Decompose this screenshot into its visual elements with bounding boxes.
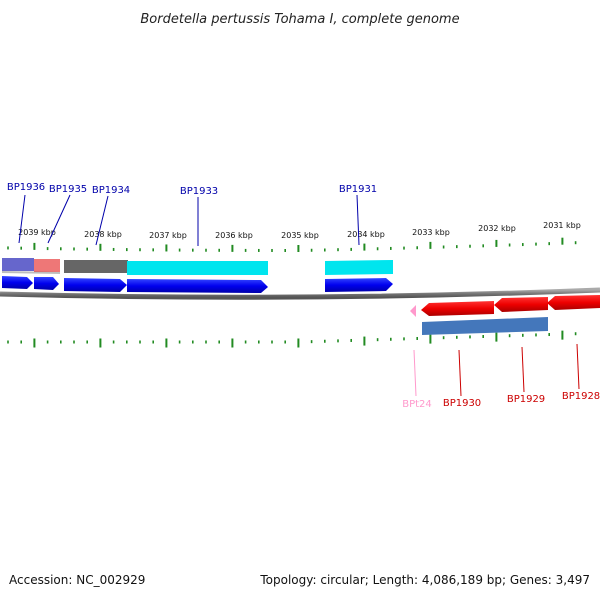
kbp-tick-label: 2033 kbp	[412, 228, 450, 237]
gene-labels: BP1936 BP1935 BP1934 BP1933 BP1931 BPt24…	[7, 182, 600, 410]
gene-arrow-bp1936[interactable]	[2, 276, 33, 289]
tick-track-upper	[7, 237, 577, 252]
leader-bpt24	[413, 349, 417, 397]
leader-bp1934	[95, 195, 109, 246]
gene-label-bp1936[interactable]: BP1936	[7, 182, 45, 193]
gene-arrow-bp1928[interactable]	[547, 295, 600, 310]
genome-summary: Topology: circular; Length: 4,086,189 bp…	[260, 573, 590, 587]
kbp-tick-label: 2036 kbp	[215, 231, 253, 240]
accession-label: Accession: NC_002929	[9, 573, 146, 587]
gene-label-bp1930[interactable]: BP1930	[443, 398, 481, 409]
cog-bar-bp1931	[325, 260, 393, 275]
tick-track-lower	[7, 330, 577, 348]
gene-label-bp1931[interactable]: BP1931	[339, 184, 377, 195]
kbp-tick-label: 2038 kbp	[84, 230, 122, 239]
kbp-tick-label: 2035 kbp	[281, 231, 319, 240]
leader-bp1935	[47, 194, 71, 244]
cog-bar-bp1930	[422, 317, 548, 335]
reverse-strand-track	[410, 295, 600, 317]
leader-bp1928	[576, 343, 580, 390]
cog-bar-bp1934	[64, 260, 128, 273]
kbp-tick-label: 2032 kbp	[478, 224, 516, 233]
gene-arrow-bp1934[interactable]	[64, 278, 127, 292]
genome-title: Bordetella pertussis Tohama I, complete …	[140, 12, 459, 27]
trna-marker-bpt24[interactable]	[410, 305, 416, 317]
gene-arrow-bp1935[interactable]	[34, 277, 59, 290]
cog-bar-shadow	[2, 271, 60, 274]
gene-arrow-bp1930[interactable]	[421, 301, 494, 316]
cog-bar-bp1935	[34, 259, 60, 272]
gene-label-bp1929[interactable]: BP1929	[507, 394, 545, 405]
kbp-tick-label: 2031 kbp	[543, 221, 581, 230]
cog-bar-bp1936	[2, 258, 34, 271]
kbp-scale: 2039 kbp 2038 kbp 2037 kbp 2036 kbp 2035 kbp…	[18, 221, 581, 240]
genome-backbone	[0, 287, 600, 300]
gene-label-bpt24[interactable]: BPt24	[402, 399, 432, 410]
gene-arrow-bp1933[interactable]	[127, 279, 268, 293]
gene-label-bp1928[interactable]: BP1928	[562, 391, 600, 402]
leader-bp1929	[521, 346, 525, 393]
leader-bp1936	[18, 194, 26, 244]
gene-arrow-bp1931[interactable]	[325, 278, 393, 292]
kbp-tick-label: 2037 kbp	[149, 231, 187, 240]
feature-bar-track	[2, 258, 548, 335]
forward-strand-track	[2, 276, 393, 293]
leader-bp1931	[356, 194, 360, 246]
gene-label-bp1934[interactable]: BP1934	[92, 185, 130, 196]
kbp-tick-label: 2034 kbp	[347, 230, 385, 239]
gene-arrow-bp1929[interactable]	[494, 297, 548, 312]
cog-bar-bp1933	[127, 261, 268, 275]
leader-bp1930	[458, 349, 462, 397]
gene-label-bp1935[interactable]: BP1935	[49, 184, 87, 195]
kbp-tick-label: 2039 kbp	[18, 228, 56, 237]
gene-label-bp1933[interactable]: BP1933	[180, 186, 218, 197]
label-leaders	[18, 194, 580, 397]
